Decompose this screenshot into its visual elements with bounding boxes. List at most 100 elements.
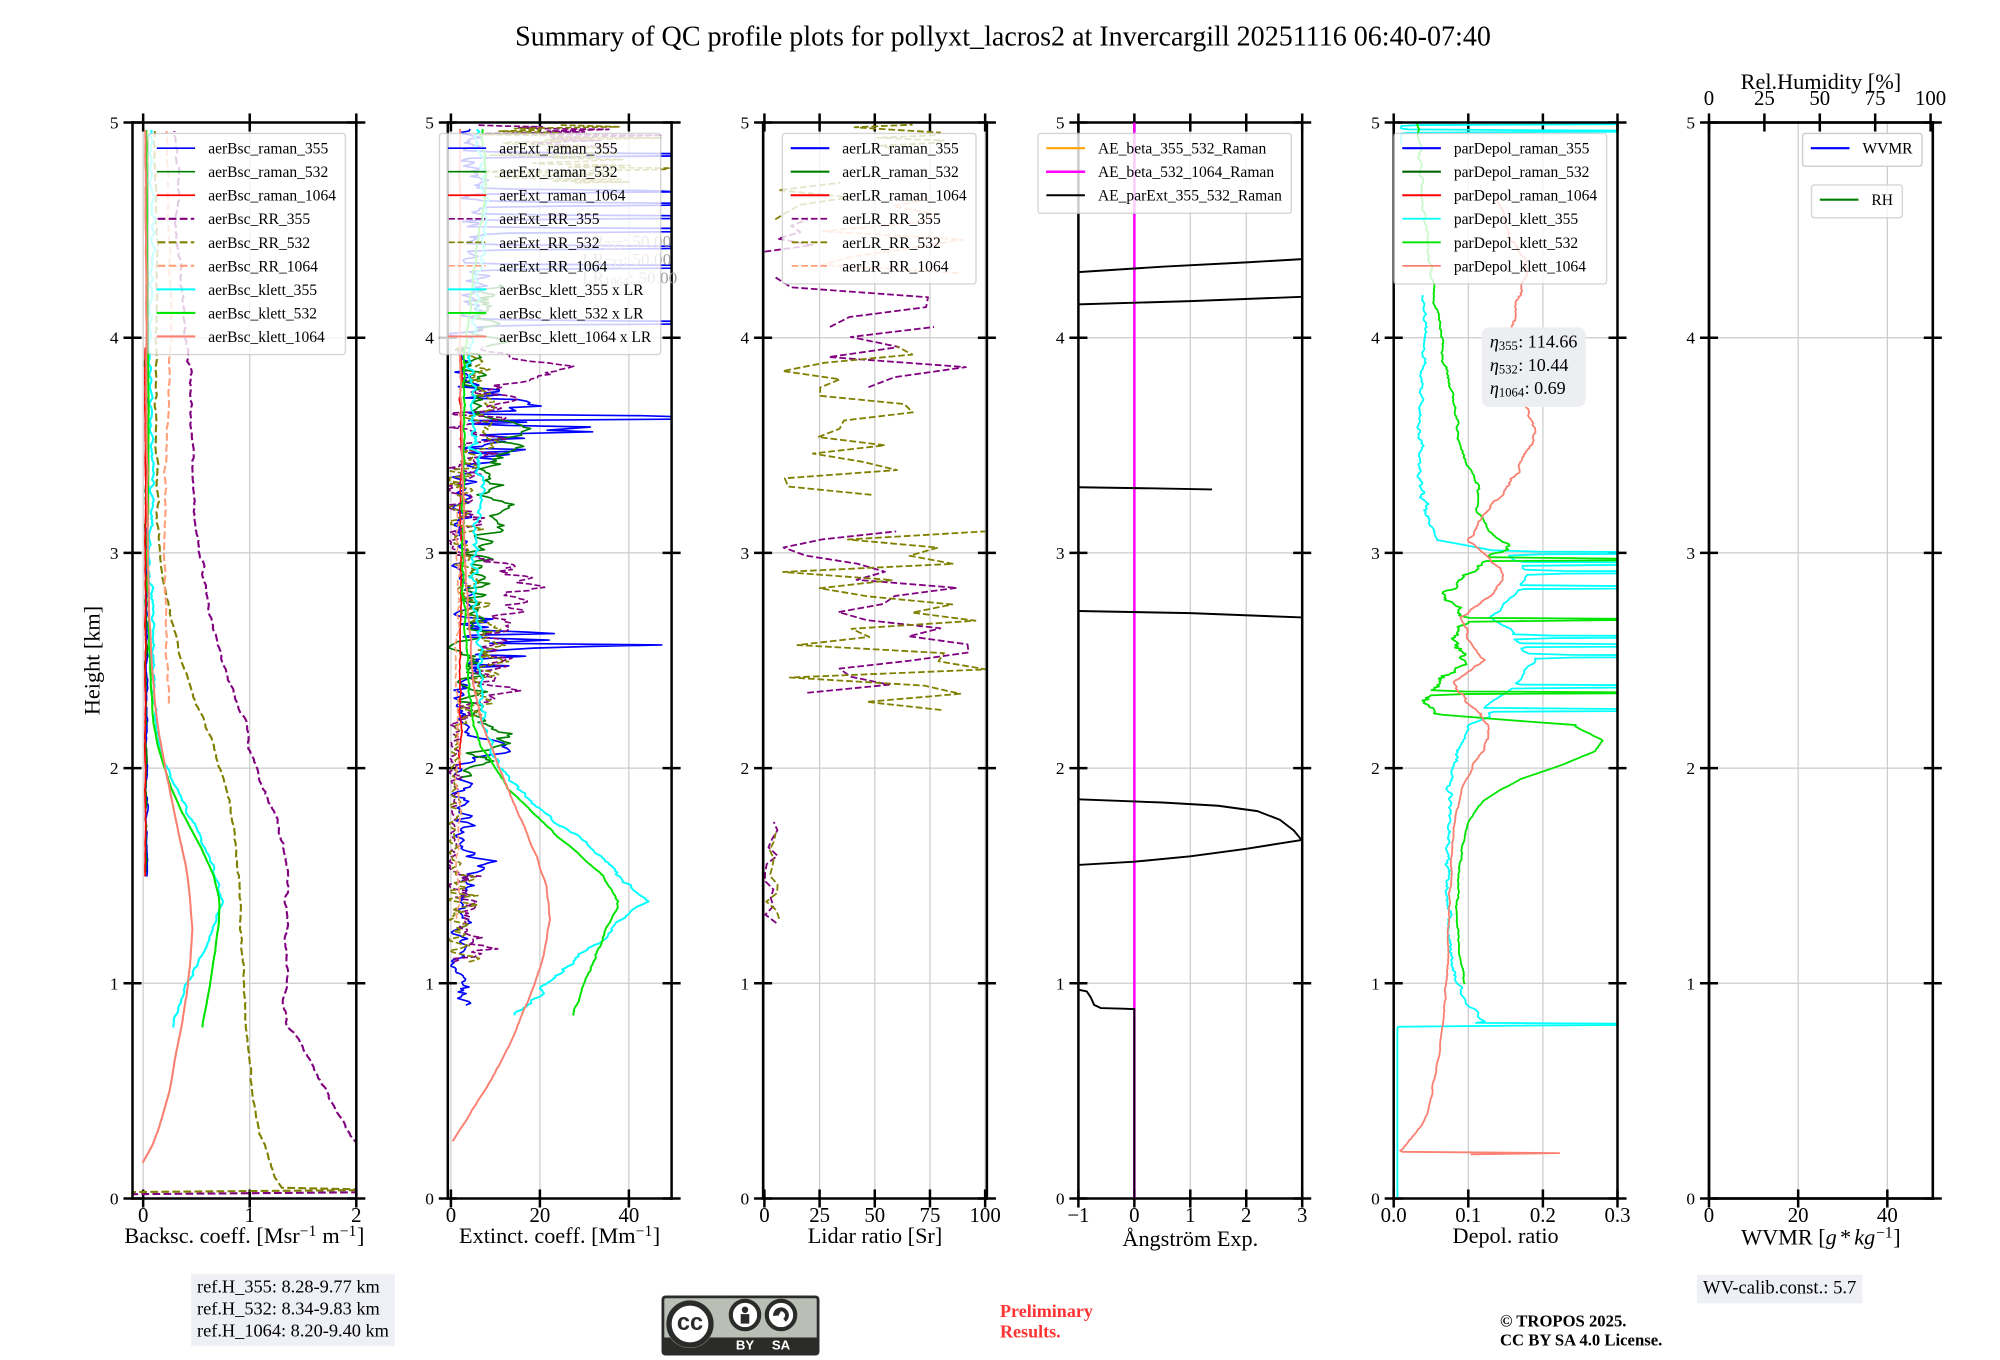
svg-text:aerExt_RR_355: aerExt_RR_355 xyxy=(499,211,599,228)
svg-text:parDepol_raman_532: parDepol_raman_532 xyxy=(1454,164,1590,181)
svg-text:4: 4 xyxy=(741,329,750,348)
svg-text:2: 2 xyxy=(1686,759,1695,778)
svg-text:aerLR_RR_532: aerLR_RR_532 xyxy=(842,235,940,252)
svg-text:40: 40 xyxy=(1877,1203,1898,1227)
svg-text:2: 2 xyxy=(351,1203,361,1227)
svg-text:aerBsc_klett_355 x LR: aerBsc_klett_355 x LR xyxy=(499,282,644,299)
svg-text:2: 2 xyxy=(1241,1203,1251,1227)
svg-text:0: 0 xyxy=(1056,1190,1065,1209)
svg-text:Rel.Humidity [%]: Rel.Humidity [%] xyxy=(1741,69,1901,94)
svg-text:aerBsc_klett_1064: aerBsc_klett_1064 xyxy=(208,329,325,346)
svg-text:2: 2 xyxy=(741,759,750,778)
svg-text:CC BY SA 4.0 License.: CC BY SA 4.0 License. xyxy=(1500,1331,1662,1350)
svg-text:3: 3 xyxy=(110,544,119,563)
svg-text:0: 0 xyxy=(1686,1190,1695,1209)
svg-text:aerLR_RR_355: aerLR_RR_355 xyxy=(842,211,941,228)
svg-text:3: 3 xyxy=(741,544,750,563)
svg-text:2: 2 xyxy=(1056,759,1065,778)
svg-text:E x t i: E x t i n c t . c o e f f . [ M m ] − 1 xyxy=(459,1216,666,1248)
svg-text:Depol. ratio: Depol. ratio xyxy=(1453,1223,1559,1248)
svg-text:20: 20 xyxy=(1788,1203,1809,1227)
svg-text:5: 5 xyxy=(1056,114,1065,133)
svg-text:4: 4 xyxy=(110,329,119,348)
svg-text:2: 2 xyxy=(1371,759,1380,778)
svg-text:−1: −1 xyxy=(1067,1203,1089,1227)
svg-text:100: 100 xyxy=(1915,86,1946,110)
svg-text:AE_beta_355_532_Raman: AE_beta_355_532_Raman xyxy=(1098,141,1267,158)
svg-text:ref.H_355: 8.28-9.77 km: ref.H_355: 8.28-9.77 km xyxy=(197,1276,380,1296)
svg-text:parDepol_klett_355: parDepol_klett_355 xyxy=(1454,211,1579,228)
svg-text:5: 5 xyxy=(1371,114,1380,133)
svg-text:aerExt_RR_532: aerExt_RR_532 xyxy=(499,235,599,252)
svg-text:3: 3 xyxy=(425,544,434,563)
svg-text:W V M R: W V M R [ * ] g k g − 1 xyxy=(1741,1218,1906,1250)
svg-text:aerExt_raman_1064: aerExt_raman_1064 xyxy=(499,188,625,205)
svg-text:aerExt_raman_355: aerExt_raman_355 xyxy=(499,141,618,158)
svg-text:aerBsc_RR_532: aerBsc_RR_532 xyxy=(208,235,310,252)
svg-text:1: 1 xyxy=(1371,974,1380,993)
svg-text:50: 50 xyxy=(1809,86,1830,110)
svg-text:AE_parExt_355_532_Raman: AE_parExt_355_532_Raman xyxy=(1098,188,1282,205)
svg-text:© TROPOS 2025.: © TROPOS 2025. xyxy=(1500,1311,1626,1330)
svg-text:3: 3 xyxy=(1371,544,1380,563)
svg-text:aerLR_raman_1064: aerLR_raman_1064 xyxy=(842,188,967,205)
svg-text:2: 2 xyxy=(425,759,434,778)
svg-text:η 3 5 5: η 3 5 5 : 1 1 4 . 6 6 xyxy=(1490,327,1578,354)
svg-text:0: 0 xyxy=(138,1203,148,1227)
svg-text:Height [km]: Height [km] xyxy=(80,606,105,715)
svg-text:4: 4 xyxy=(1686,329,1695,348)
svg-text:Ångström Exp.: Ångström Exp. xyxy=(1122,1226,1258,1251)
svg-text:100: 100 xyxy=(970,1203,1001,1227)
svg-text:aerBsc_raman_355: aerBsc_raman_355 xyxy=(208,141,328,158)
svg-text:0: 0 xyxy=(446,1203,456,1227)
svg-text:5: 5 xyxy=(741,114,750,133)
svg-text:1: 1 xyxy=(1056,974,1065,993)
svg-text:25: 25 xyxy=(809,1203,830,1227)
svg-text:5: 5 xyxy=(425,114,434,133)
svg-text:40: 40 xyxy=(618,1203,639,1227)
svg-text:4: 4 xyxy=(1371,329,1380,348)
svg-text:0: 0 xyxy=(1704,86,1714,110)
svg-text:BY: BY xyxy=(736,1337,755,1352)
svg-text:Preliminary: Preliminary xyxy=(1000,1301,1093,1321)
svg-text:0: 0 xyxy=(1704,1203,1714,1227)
svg-text:0: 0 xyxy=(759,1203,769,1227)
svg-text:parDepol_klett_1064: parDepol_klett_1064 xyxy=(1454,258,1586,275)
svg-text:5: 5 xyxy=(110,114,119,133)
svg-text:parDepol_raman_1064: parDepol_raman_1064 xyxy=(1454,188,1598,205)
svg-text:1: 1 xyxy=(110,974,119,993)
svg-text:4: 4 xyxy=(425,329,434,348)
svg-text:25: 25 xyxy=(1754,86,1775,110)
svg-text:1: 1 xyxy=(425,974,434,993)
svg-text:1: 1 xyxy=(741,974,750,993)
svg-text:Lidar ratio [Sr]: Lidar ratio [Sr] xyxy=(808,1223,943,1248)
svg-text:0: 0 xyxy=(110,1190,119,1209)
svg-text:1: 1 xyxy=(1686,974,1695,993)
svg-text:2: 2 xyxy=(110,759,119,778)
svg-text:0: 0 xyxy=(425,1190,434,1209)
svg-text:aerExt_raman_532: aerExt_raman_532 xyxy=(499,164,617,181)
svg-text:η 1 0 6: η 1 0 6 4 : 0 . 6 9 xyxy=(1490,374,1566,401)
svg-text:Summary of QC profile plots fo: Summary of QC profile plots for pollyxt_… xyxy=(515,22,1491,53)
svg-text:0.2: 0.2 xyxy=(1530,1203,1556,1227)
svg-text:75: 75 xyxy=(1865,86,1886,110)
svg-text:5: 5 xyxy=(1686,114,1695,133)
svg-text:0.0: 0.0 xyxy=(1381,1203,1407,1227)
svg-text:aerBsc_raman_532: aerBsc_raman_532 xyxy=(208,164,328,181)
svg-text:4: 4 xyxy=(1056,329,1065,348)
svg-text:parDepol_klett_532: parDepol_klett_532 xyxy=(1454,235,1578,252)
svg-text:Results.: Results. xyxy=(1000,1322,1061,1342)
svg-text:1: 1 xyxy=(1185,1203,1195,1227)
svg-text:20: 20 xyxy=(529,1203,550,1227)
svg-text:aerBsc_RR_1064: aerBsc_RR_1064 xyxy=(208,258,318,275)
svg-text:50: 50 xyxy=(864,1203,885,1227)
svg-text:WVMR: WVMR xyxy=(1862,141,1913,158)
svg-text:aerBsc_klett_532: aerBsc_klett_532 xyxy=(208,305,317,322)
svg-text:WV-calib.const.: 5.7: WV-calib.const.: 5.7 xyxy=(1703,1277,1856,1298)
svg-text:3: 3 xyxy=(1297,1203,1307,1227)
svg-text:SA: SA xyxy=(772,1337,791,1352)
svg-text:0: 0 xyxy=(741,1190,750,1209)
svg-text:cc: cc xyxy=(677,1310,703,1336)
svg-text:aerBsc_RR_355: aerBsc_RR_355 xyxy=(208,211,310,228)
svg-text:75: 75 xyxy=(920,1203,941,1227)
